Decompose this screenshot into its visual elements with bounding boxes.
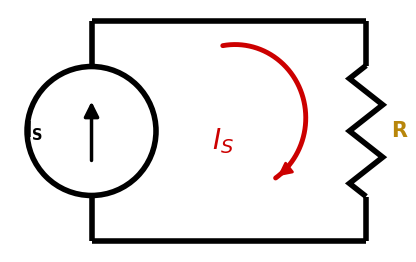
Text: $I_S$: $I_S$ [212, 127, 233, 156]
Text: $\mathbf{R}$: $\mathbf{R}$ [391, 121, 408, 141]
Text: $\mathbf{I_S}$: $\mathbf{I_S}$ [24, 119, 43, 143]
